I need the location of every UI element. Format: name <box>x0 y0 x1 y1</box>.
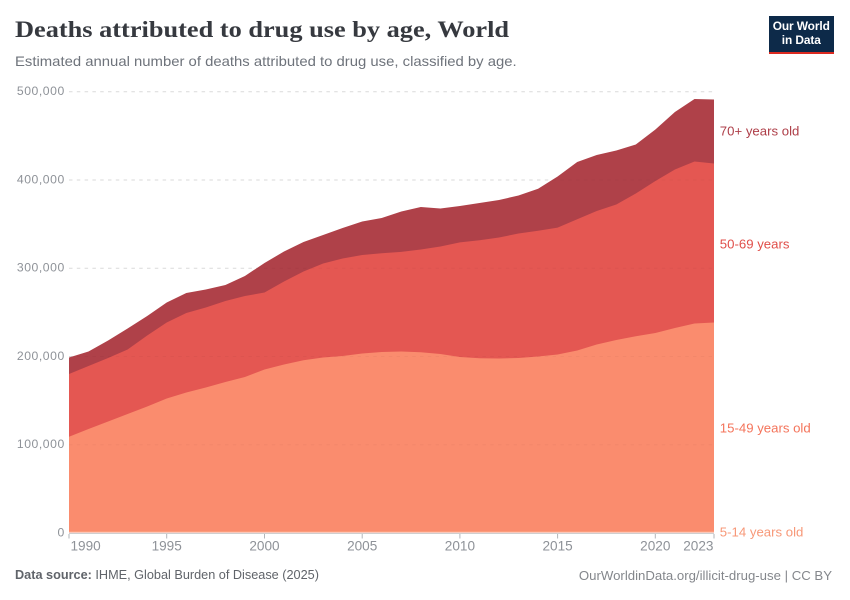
svg-text:100,000: 100,000 <box>17 437 65 451</box>
svg-text:1995: 1995 <box>152 538 182 553</box>
svg-text:2015: 2015 <box>542 538 572 553</box>
svg-text:2010: 2010 <box>445 538 476 553</box>
svg-text:0: 0 <box>57 526 64 540</box>
svg-text:400,000: 400,000 <box>17 172 65 186</box>
svg-text:500,000: 500,000 <box>17 84 65 98</box>
svg-text:70+ years old: 70+ years old <box>720 124 800 139</box>
svg-text:2020: 2020 <box>640 538 671 553</box>
svg-text:1990: 1990 <box>71 538 102 553</box>
svg-text:2005: 2005 <box>347 538 377 553</box>
svg-text:5-14 years old: 5-14 years old <box>720 525 804 540</box>
svg-text:2023: 2023 <box>683 538 713 553</box>
svg-text:2000: 2000 <box>249 538 280 553</box>
svg-text:15-49 years old: 15-49 years old <box>720 421 811 436</box>
svg-text:200,000: 200,000 <box>17 349 65 363</box>
svg-text:50-69 years: 50-69 years <box>720 237 790 252</box>
svg-text:300,000: 300,000 <box>17 261 65 275</box>
